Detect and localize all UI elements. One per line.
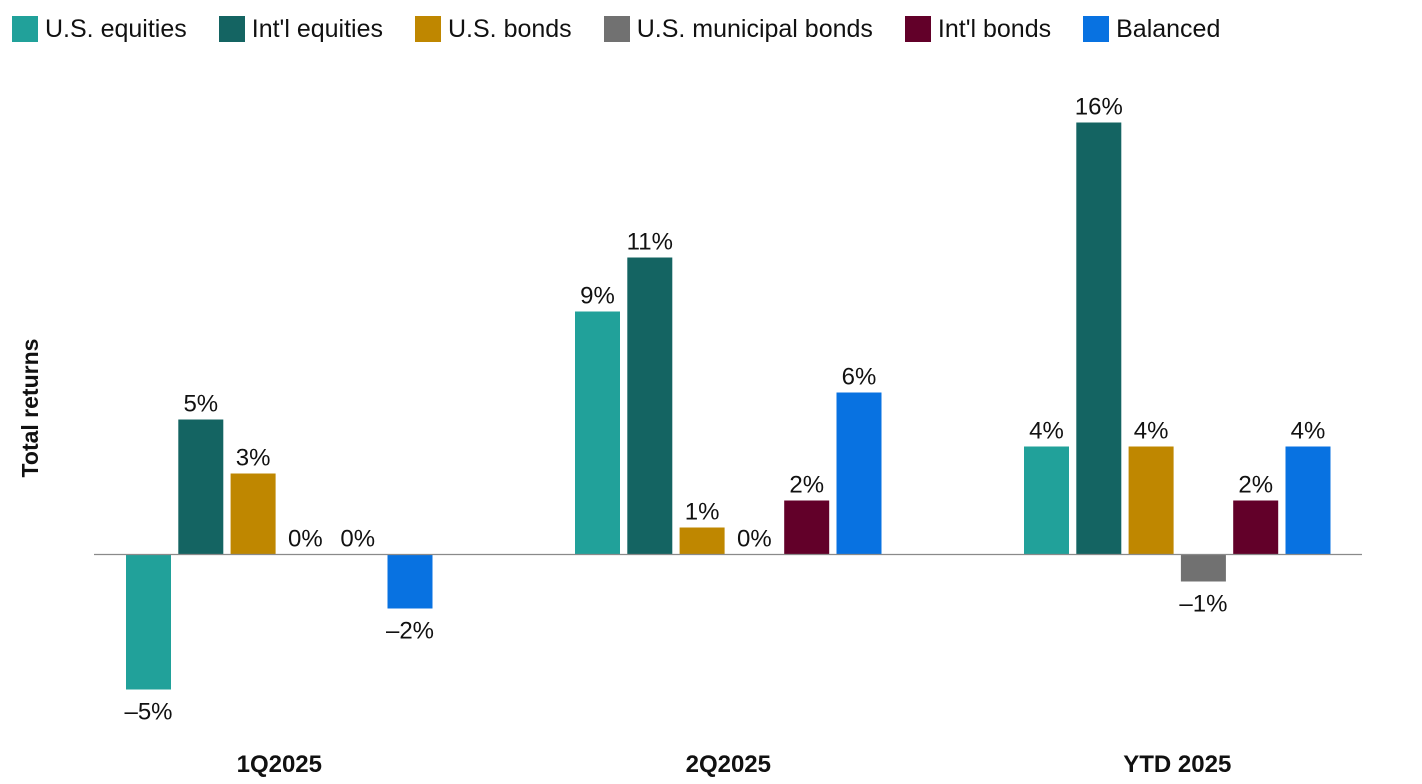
value-label-ytd-2025-int-l-bonds: 2%	[1238, 472, 1273, 499]
legend-item-u-s-equities: U.S. equities	[12, 15, 187, 44]
category-label-2q2025: 2Q2025	[686, 751, 771, 778]
value-label-ytd-2025-balanced: 4%	[1291, 418, 1326, 445]
value-label-1q2025-u-s-bonds: 3%	[236, 445, 271, 472]
bar-1q2025-balanced	[387, 554, 433, 609]
legend-swatch	[603, 16, 630, 42]
legend-swatch	[1083, 16, 1110, 42]
value-label-2q2025-balanced: 6%	[842, 364, 877, 391]
bars-layer	[126, 122, 1331, 690]
category-label-1q2025: 1Q2025	[237, 751, 322, 778]
value-label-2q2025-u-s-municipal-bonds: 0%	[737, 526, 772, 553]
value-label-2q2025-u-s-equities: 9%	[580, 283, 615, 310]
value-label-1q2025-balanced: –2%	[386, 618, 434, 645]
y-axis-title: Total returns	[17, 339, 43, 478]
legend-label: Balanced	[1116, 14, 1221, 43]
bar-ytd-2025-u-s-municipal-bonds	[1180, 554, 1226, 582]
bar-2q2025-u-s-equities	[575, 311, 620, 555]
legend-swatch	[12, 16, 38, 42]
value-label-1q2025-u-s-municipal-bonds: 0%	[288, 526, 323, 553]
legend-item-u-s-bonds: U.S. bonds	[415, 15, 572, 44]
value-label-1q2025-int-l-equities: 5%	[183, 391, 218, 418]
value-label-2q2025-int-l-bonds: 2%	[789, 472, 824, 499]
legend-swatch	[218, 16, 245, 42]
legend-label: U.S. bonds	[448, 14, 572, 43]
value-label-ytd-2025-u-s-bonds: 4%	[1134, 418, 1169, 445]
legend: U.S. equities Int'l equities U.S. bonds U.S…	[12, 12, 1220, 46]
bar-ytd-2025-u-s-equities	[1024, 446, 1069, 555]
bar-2q2025-int-l-bonds	[784, 500, 830, 555]
legend-swatch	[415, 16, 441, 42]
category-label-ytd-2025: YTD 2025	[1123, 751, 1231, 778]
value-label-ytd-2025-u-s-equities: 4%	[1029, 418, 1064, 445]
bar-1q2025-u-s-bonds	[230, 473, 276, 555]
value-label-2q2025-int-l-equities: 11%	[627, 229, 673, 256]
bar-ytd-2025-u-s-bonds	[1128, 446, 1174, 555]
legend-label: U.S. municipal bonds	[636, 14, 873, 43]
bar-ytd-2025-int-l-equities	[1076, 122, 1122, 555]
value-labels-layer: –5% 5% 3% 0% 0% –2% 9% 11% 1% 0% 2% 6% 4% 16% 4% –1% 2% 4…	[124, 94, 1325, 726]
bar-1q2025-int-l-equities	[178, 419, 224, 555]
bar-1q2025-u-s-equities	[126, 554, 171, 690]
value-label-ytd-2025-u-s-municipal-bonds: –1%	[1179, 591, 1227, 618]
bar-ytd-2025-balanced	[1285, 446, 1331, 555]
value-label-ytd-2025-int-l-equities: 16%	[1075, 94, 1123, 121]
legend-item-int-l-equities: Int'l equities	[218, 14, 383, 44]
value-label-1q2025-u-s-equities: –5%	[124, 699, 172, 726]
bar-ytd-2025-int-l-bonds	[1233, 500, 1279, 555]
legend-label: Int'l equities	[251, 14, 383, 43]
legend-label: U.S. equities	[45, 14, 187, 43]
legend-item-int-l-bonds: Int'l bonds	[904, 14, 1052, 44]
legend-item-u-s-municipal-bonds: U.S. municipal bonds	[603, 14, 873, 44]
legend-item-balanced: Balanced	[1083, 15, 1220, 44]
value-label-2q2025-u-s-bonds: 1%	[685, 499, 720, 526]
bar-2q2025-balanced	[836, 392, 882, 555]
legend-label: Int'l bonds	[937, 14, 1052, 43]
value-label-1q2025-int-l-bonds: 0%	[340, 526, 375, 553]
legend-swatch	[904, 16, 931, 42]
category-labels-layer: 1Q2025 2Q2025 YTD 2025	[237, 751, 1232, 778]
bar-2q2025-int-l-equities	[627, 257, 673, 555]
bar-2q2025-u-s-bonds	[679, 527, 725, 555]
